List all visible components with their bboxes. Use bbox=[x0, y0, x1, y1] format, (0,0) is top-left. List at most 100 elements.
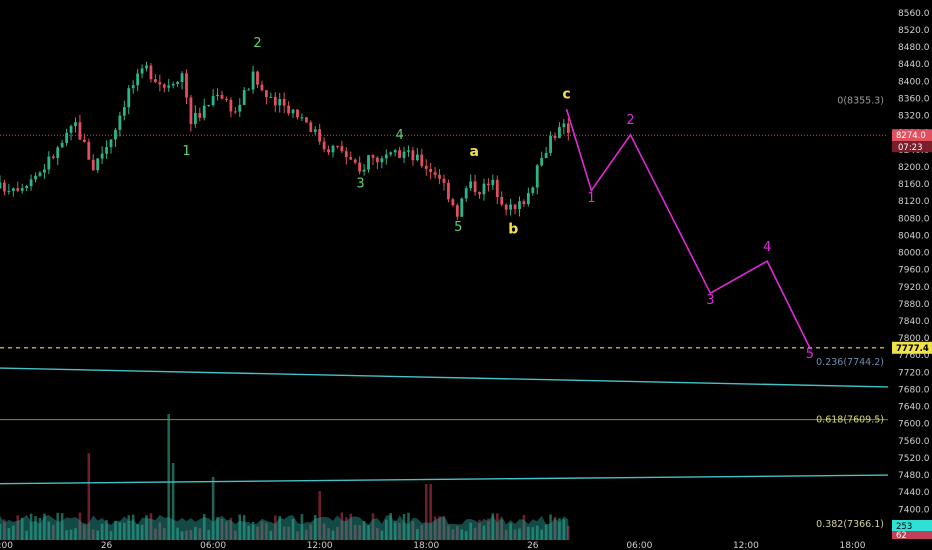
volume-bar bbox=[180, 531, 184, 540]
candle-body bbox=[304, 117, 308, 123]
candle-body bbox=[331, 145, 335, 153]
candle-body bbox=[51, 156, 55, 159]
y-tick-label: 7560.0 bbox=[898, 437, 930, 447]
current-time-tag: 07:23 bbox=[898, 143, 923, 153]
wave-label-b: b bbox=[508, 221, 518, 237]
volume-bar bbox=[438, 516, 441, 540]
y-tick-label: 7880.0 bbox=[898, 300, 930, 310]
volume-bar bbox=[127, 515, 131, 540]
candle-body bbox=[43, 169, 46, 173]
volume-bar bbox=[242, 515, 246, 540]
candle-body bbox=[176, 81, 179, 84]
candle-body bbox=[531, 187, 535, 194]
volume-bar bbox=[123, 522, 126, 540]
y-tick-label: 7960.0 bbox=[898, 266, 930, 276]
candle-body bbox=[154, 79, 157, 83]
volume-bar bbox=[256, 526, 259, 540]
volume-bar bbox=[265, 523, 268, 540]
volume-badge: 253 bbox=[896, 522, 912, 532]
candle-body bbox=[202, 105, 206, 118]
candle-body bbox=[158, 82, 162, 85]
y-tick-label: 8320.0 bbox=[898, 112, 930, 122]
candle-body bbox=[469, 181, 473, 189]
volume-bar bbox=[353, 525, 357, 540]
volume-bar bbox=[194, 527, 197, 540]
candle-body bbox=[371, 155, 375, 158]
candle-body bbox=[211, 96, 215, 106]
volume-bar bbox=[43, 513, 46, 540]
candle-body bbox=[11, 188, 15, 192]
candle-body bbox=[327, 149, 330, 153]
y-tick-label: 7680.0 bbox=[898, 385, 930, 395]
volume-bar bbox=[51, 524, 55, 540]
wave-label-c: c bbox=[562, 86, 570, 102]
candle-body bbox=[402, 151, 406, 158]
y-tick-label: 8000.0 bbox=[898, 249, 930, 259]
volume-bar bbox=[105, 520, 108, 540]
candle-body bbox=[429, 168, 433, 173]
y-tick-label: 8440.0 bbox=[898, 60, 930, 70]
candle-body bbox=[247, 89, 251, 91]
candle-body bbox=[380, 158, 384, 163]
volume-bar bbox=[118, 522, 122, 540]
projection-label-3: 3 bbox=[706, 293, 714, 308]
volume-bar bbox=[16, 515, 20, 540]
y-tick-label: 8120.0 bbox=[898, 197, 930, 207]
candle-body bbox=[460, 198, 464, 217]
volume-bar bbox=[136, 523, 139, 540]
volume-bar bbox=[460, 529, 464, 540]
candle-body bbox=[180, 73, 184, 82]
volume-bar bbox=[527, 526, 530, 540]
candle-body bbox=[105, 147, 108, 154]
y-tick-label: 7840.0 bbox=[898, 317, 930, 327]
wave-label-2: 2 bbox=[253, 36, 261, 51]
fib-label: 0.382(7366.1) bbox=[816, 519, 884, 530]
candle-body bbox=[38, 172, 42, 176]
candle-body bbox=[393, 150, 397, 153]
volume-bar bbox=[345, 517, 348, 540]
volume-bar bbox=[411, 521, 415, 540]
volume-bar bbox=[367, 525, 370, 540]
projection-label-2: 2 bbox=[626, 113, 634, 128]
volume-bar bbox=[273, 515, 277, 540]
candle-body bbox=[233, 111, 237, 113]
candle-body bbox=[216, 94, 219, 97]
y-tick-label: 7640.0 bbox=[898, 403, 930, 413]
volume-bar bbox=[562, 519, 566, 540]
candle-body bbox=[558, 127, 561, 138]
volume-bar bbox=[87, 453, 91, 540]
y-tick-label: 7440.0 bbox=[898, 488, 930, 498]
current-price-tag: 8274.0 bbox=[896, 131, 926, 141]
volume-bar bbox=[491, 513, 495, 540]
volume-bar bbox=[429, 484, 432, 540]
candle-body bbox=[78, 122, 82, 140]
volume-bar bbox=[238, 514, 242, 540]
wave-label-4: 4 bbox=[395, 128, 403, 143]
x-tick-label: 18:00 bbox=[840, 541, 866, 550]
candle-body bbox=[140, 68, 144, 74]
volume-bar bbox=[83, 522, 86, 540]
volume-bar bbox=[393, 520, 397, 540]
volume-bar bbox=[380, 530, 384, 540]
volume-bar bbox=[131, 514, 135, 540]
volume-bar bbox=[389, 513, 393, 540]
volume-bar bbox=[56, 512, 60, 540]
candle-body bbox=[167, 85, 171, 88]
candle-body bbox=[518, 201, 521, 210]
candle-body bbox=[260, 84, 264, 91]
volume-bar bbox=[162, 528, 166, 540]
volume-bar bbox=[47, 521, 51, 540]
volume-bar bbox=[78, 512, 82, 540]
candle-body bbox=[367, 155, 370, 170]
volume-bar bbox=[34, 516, 37, 540]
candle-body bbox=[82, 139, 86, 142]
volume-bar bbox=[291, 518, 295, 540]
projection-label-1: 1 bbox=[587, 191, 595, 206]
level-lines-layer bbox=[0, 134, 889, 485]
candle-body bbox=[344, 151, 348, 158]
candle-body bbox=[189, 97, 193, 125]
candle-body bbox=[185, 73, 188, 98]
candle-body bbox=[336, 145, 339, 147]
candle-body bbox=[526, 193, 530, 205]
